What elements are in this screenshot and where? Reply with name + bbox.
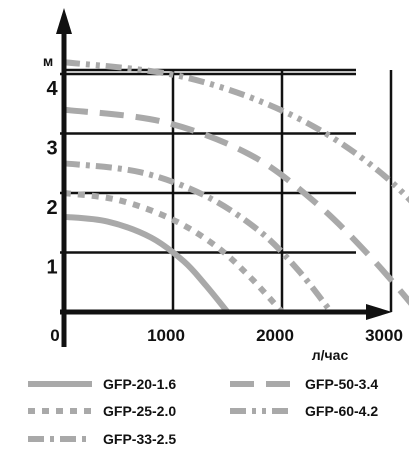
y-axis-arrow bbox=[56, 8, 72, 34]
curves bbox=[63, 59, 409, 315]
y-tick-label: 4 bbox=[46, 78, 58, 100]
x-tick-label: 0 bbox=[50, 326, 59, 345]
curve-GFP-25-2.0 bbox=[63, 190, 285, 315]
y-tick-label: 1 bbox=[46, 257, 57, 279]
curve-GFP-50-3.4 bbox=[63, 106, 409, 306]
legend-label: GFP-50-3.4 bbox=[305, 376, 378, 392]
legend-label: GFP-33-2.5 bbox=[103, 431, 176, 447]
legend: GFP-20-1.6 GFP-25-2.0 GFP-33-2.5 GFP-50-3.4… bbox=[28, 376, 378, 447]
y-axis-label: м bbox=[43, 53, 53, 69]
curve-GFP-33-2.5 bbox=[63, 160, 334, 314]
legend-label: GFP-60-4.2 bbox=[305, 403, 378, 419]
x-tick-label: 1000 bbox=[147, 326, 185, 345]
x-tick-label: 3000 bbox=[365, 326, 403, 345]
y-tick-label: 3 bbox=[46, 138, 57, 160]
grid bbox=[60, 68, 393, 312]
tick-labels: 010002000300040001234мл/час bbox=[43, 53, 403, 363]
x-axis-arrow bbox=[366, 304, 392, 320]
curve-GFP-20-1.6 bbox=[63, 213, 230, 314]
x-axis-label: л/час bbox=[312, 347, 349, 363]
legend-label: GFP-25-2.0 bbox=[103, 403, 176, 419]
curve-GFP-60-4.2 bbox=[63, 59, 409, 204]
x-tick-label: 2000 bbox=[256, 326, 294, 345]
axes bbox=[56, 8, 392, 347]
y-tick-label: 2 bbox=[46, 197, 57, 219]
legend-label: GFP-20-1.6 bbox=[103, 376, 176, 392]
